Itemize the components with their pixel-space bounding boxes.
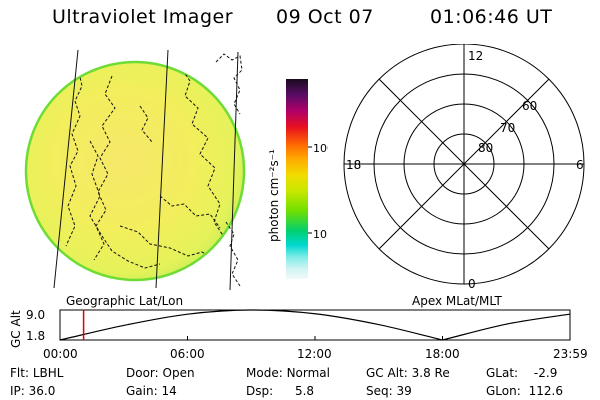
instrument-title: Ultraviolet Imager — [52, 6, 234, 28]
lat-ring-label-60: 60 — [522, 99, 537, 113]
observation-date: 09 Oct 07 — [276, 6, 374, 28]
colorbar-unit-label: photon cm⁻²s⁻¹ — [267, 149, 281, 242]
polar-diagonal-2 — [378, 78, 550, 250]
time-tick-0000: 00:00 — [43, 347, 78, 361]
geo-image-panel — [24, 49, 246, 291]
footer-filter-label: Flt: — [10, 366, 29, 380]
altitude-tick-max: 9.0 — [26, 308, 45, 322]
footer-door-value: Open — [162, 366, 195, 380]
footer-mode-value: Normal — [286, 366, 330, 380]
mlt-label-top: 12 — [468, 49, 483, 63]
lat-ring-label-70: 70 — [500, 121, 515, 135]
footer-glat-value: -2.9 — [533, 366, 558, 380]
time-tick-0600: 06:00 — [170, 347, 205, 361]
mlt-label-right: 6 — [576, 158, 584, 172]
altitude-axis-label: GC Alt — [9, 310, 23, 348]
footer-mode: Mode: Normal — [246, 366, 330, 380]
earth-limb — [24, 60, 246, 282]
mlt-label-bottom: 0 — [468, 277, 476, 291]
footer-gc-alt: GC Alt: 3.8 Re — [366, 366, 450, 380]
footer-ip-value: 36.0 — [28, 384, 56, 398]
footer-ip: IP: 36.0 — [10, 384, 55, 398]
altitude-plot-frame — [59, 309, 571, 341]
footer-gc-alt-label: GC Alt: — [366, 366, 408, 380]
footer-dsp-value: 5.8 — [294, 384, 315, 398]
footer-dsp: Dsp: 5.8 — [246, 384, 314, 398]
footer-mode-label: Mode: — [246, 366, 283, 380]
footer-gain-value: 14 — [161, 384, 177, 398]
footer-filter: Flt: LBHL — [10, 366, 63, 380]
colorbar: 100 10 photon cm⁻²s⁻¹ — [267, 79, 328, 279]
footer-gc-alt-value: 3.8 Re — [411, 366, 450, 380]
lat-ring-label-80: 80 — [478, 141, 493, 155]
footer-filter-value: LBHL — [32, 366, 64, 380]
footer-glat: GLat: -2.9 — [486, 366, 557, 380]
footer-gain: Gain: 14 — [126, 384, 177, 398]
polar-plot: 12 0 18 6 80 70 60 — [343, 44, 585, 291]
earth-disk — [26, 62, 244, 280]
altitude-plot-ticks — [59, 336, 571, 340]
altitude-plot: GC Alt 9.0 1.8 00:00 06:00 12:00 18:00 2… — [9, 308, 588, 361]
footer-seq-value: 39 — [396, 384, 412, 398]
footer-glon: GLon: 112.6 — [486, 384, 563, 398]
orbit-altitude-curve — [59, 309, 570, 341]
time-tick-2359: 23:59 — [553, 347, 588, 361]
footer-seq: Seq: 39 — [366, 384, 412, 398]
time-tick-1200: 12:00 — [297, 347, 332, 361]
geo-panel-label: Geographic Lat/Lon — [66, 294, 184, 308]
observation-time: 01:06:46 UT — [430, 6, 553, 28]
colorbar-scale — [286, 79, 308, 279]
footer-glon-label: GLon: — [486, 384, 521, 398]
offlimb-coastline — [215, 53, 243, 287]
time-tick-1800: 18:00 — [425, 347, 460, 361]
footer-door-label: Door: — [126, 366, 159, 380]
polar-plot-label: Apex MLat/MLT — [412, 294, 502, 308]
colorbar-tick-label-10: 10 — [313, 228, 327, 241]
coastline-overlay — [65, 65, 227, 269]
colorbar-tick-label-100: 100 — [313, 142, 328, 155]
footer-ip-label: IP: — [10, 384, 25, 398]
footer-seq-label: Seq: — [366, 384, 393, 398]
footer-dsp-label: Dsp: — [246, 384, 274, 398]
mlt-label-left: 18 — [346, 158, 361, 172]
altitude-tick-min: 1.8 — [26, 329, 45, 343]
footer-glat-label: GLat: — [486, 366, 519, 380]
longitude-lines — [53, 49, 239, 291]
footer-glon-value: 112.6 — [528, 384, 563, 398]
footer-door: Door: Open — [126, 366, 195, 380]
footer-gain-label: Gain: — [126, 384, 158, 398]
